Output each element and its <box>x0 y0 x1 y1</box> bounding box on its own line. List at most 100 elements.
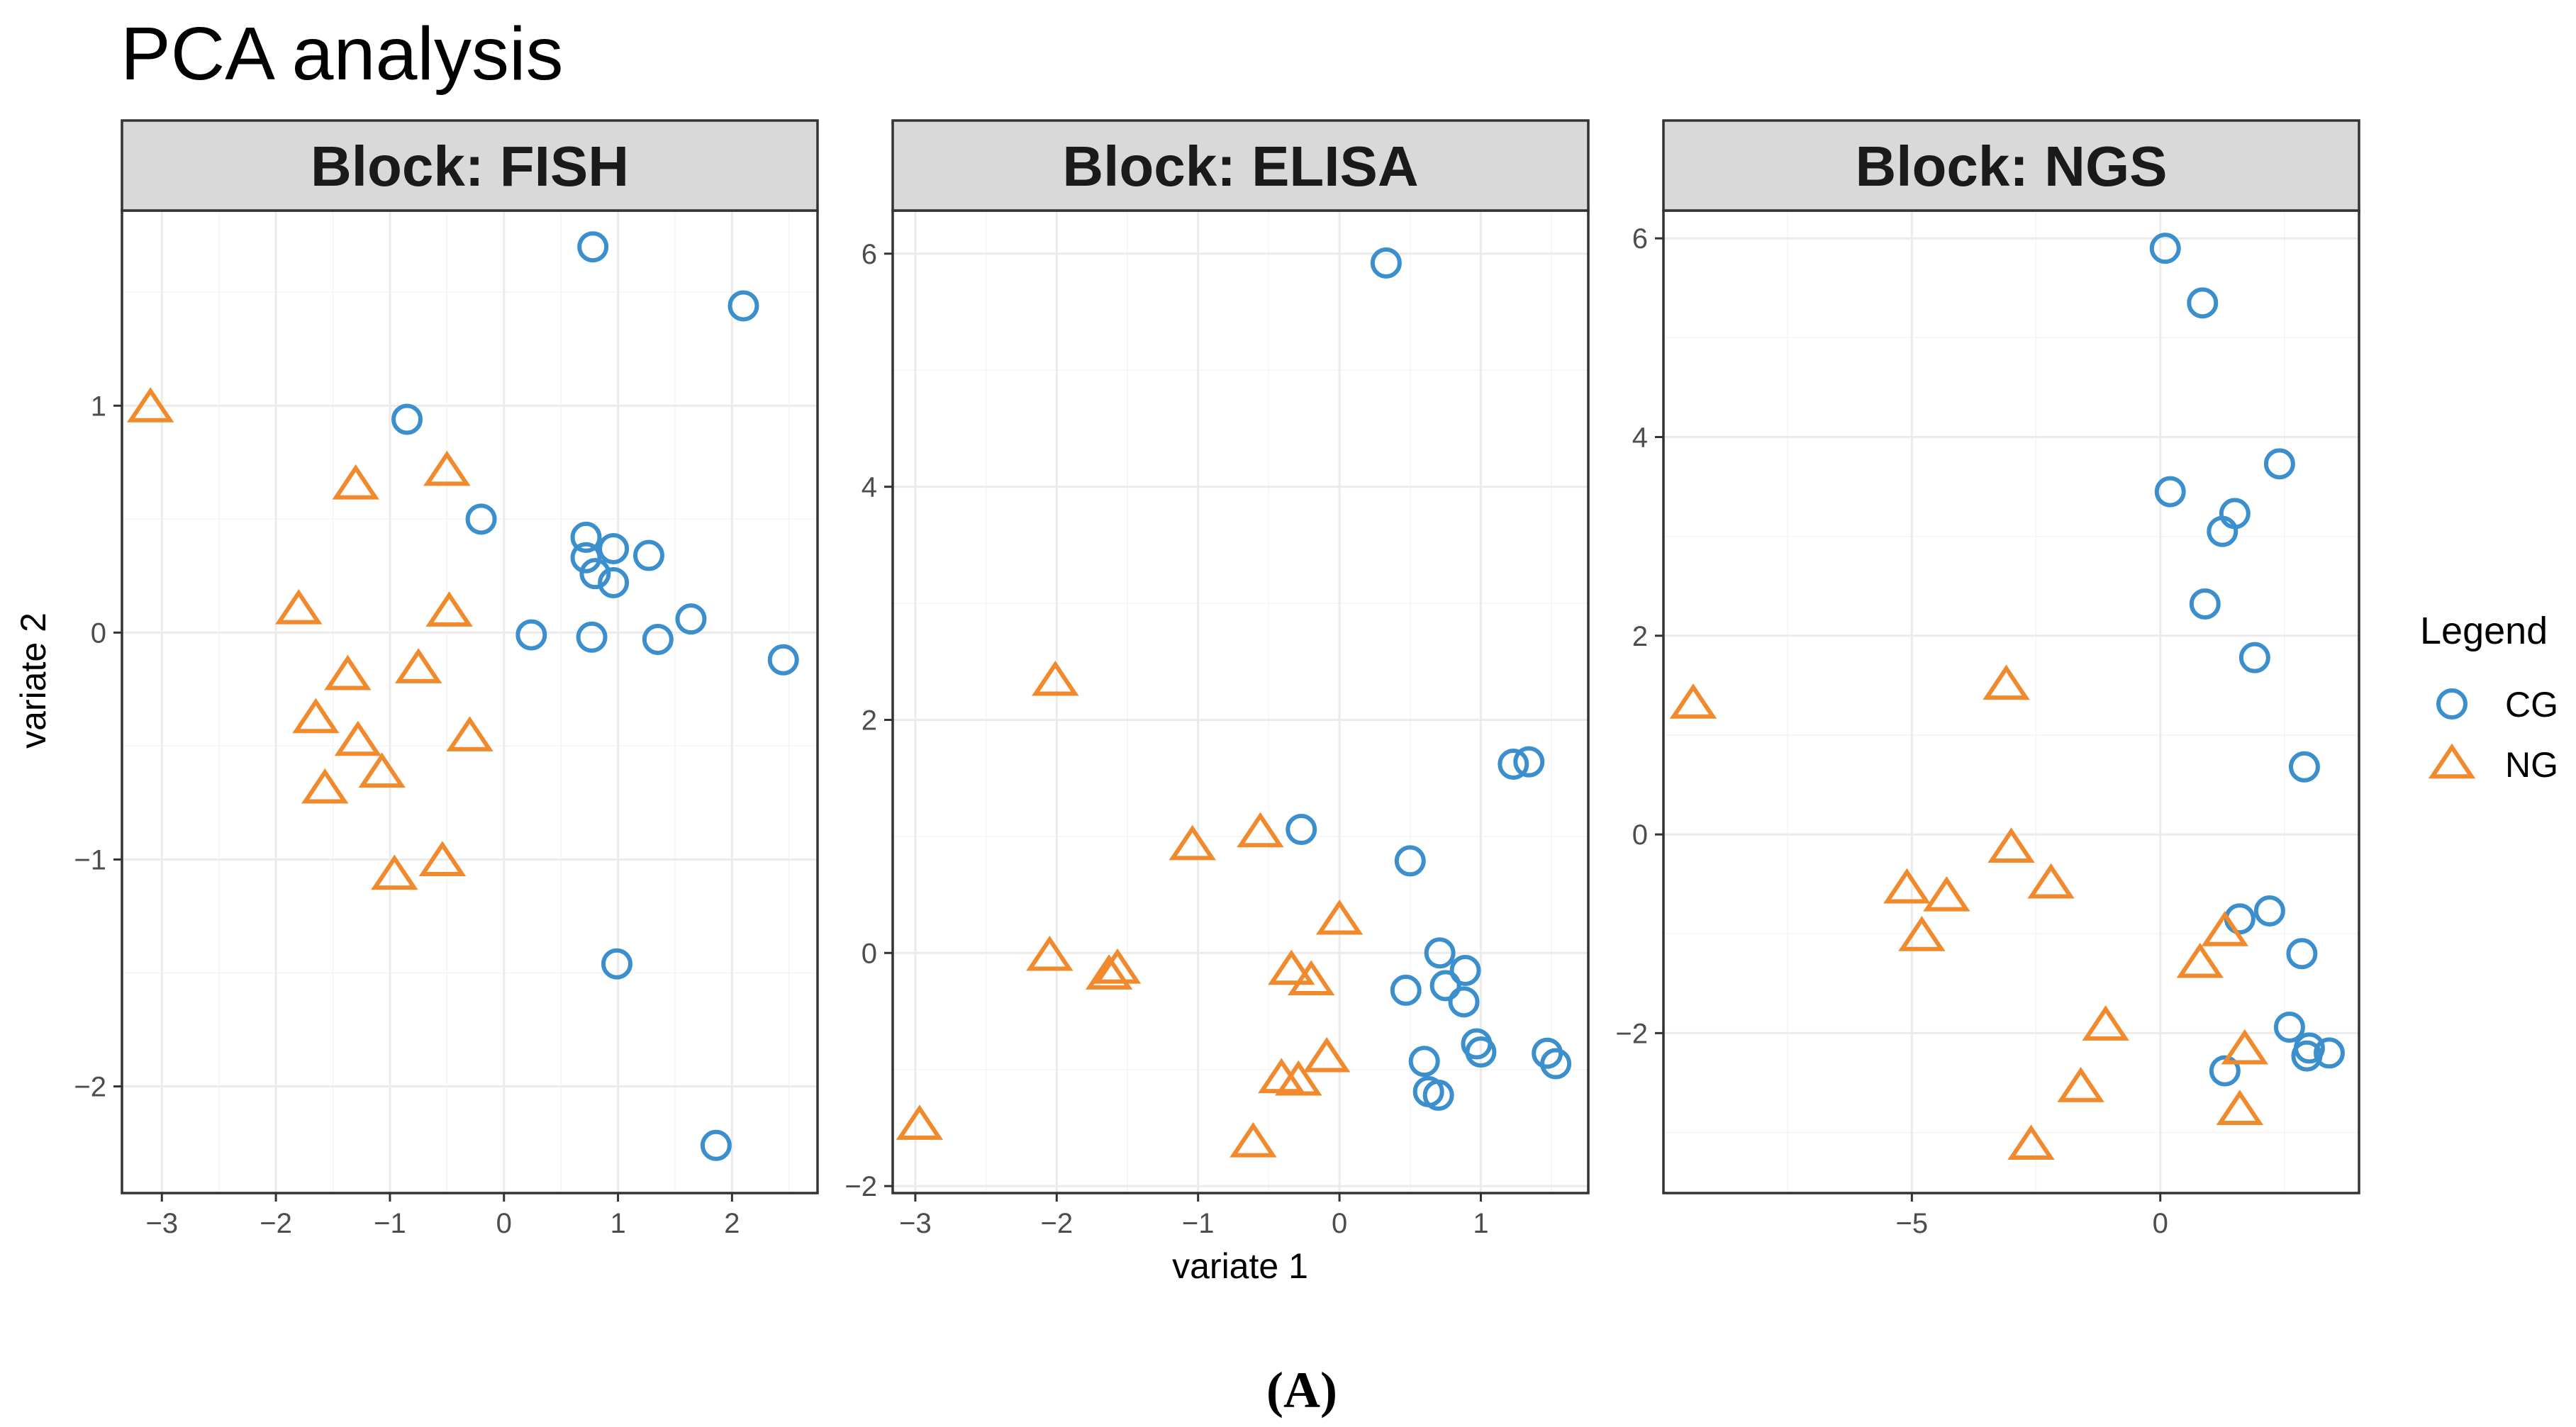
y-tick-label: 2 <box>862 705 877 736</box>
point-cg <box>1449 954 1481 986</box>
point-ng <box>1883 868 1931 904</box>
point-ng <box>1169 824 1216 861</box>
point-ng <box>446 716 494 751</box>
x-tick-label: 1 <box>1473 1208 1488 1239</box>
point-ng <box>334 720 382 756</box>
x-tick-label: −2 <box>1040 1208 1073 1239</box>
point-ng <box>2216 1090 2264 1125</box>
y-tick-label: 4 <box>862 472 877 503</box>
legend-title: Legend <box>2420 610 2548 652</box>
y-tick-label: 0 <box>862 938 877 969</box>
point-ng <box>1287 960 1335 996</box>
point-ng <box>1093 948 1142 984</box>
point-ng <box>371 854 418 890</box>
y-tick-label: −2 <box>844 1171 877 1202</box>
x-tick-label: 1 <box>610 1208 625 1239</box>
point-cg <box>727 290 759 322</box>
facet-strip <box>891 119 1590 212</box>
point-cg <box>767 644 799 676</box>
point-ng <box>1275 1060 1322 1096</box>
point-cg <box>1370 247 1402 279</box>
point-cg <box>2273 1011 2305 1043</box>
point-ng <box>1923 875 1970 912</box>
x-tick-label: −3 <box>145 1208 178 1239</box>
legend-items: CG NG <box>2428 685 2558 785</box>
x-tick-label: −3 <box>899 1208 932 1239</box>
point-ng <box>1669 683 1717 719</box>
point-ng <box>425 591 473 627</box>
point-ng <box>2176 942 2224 978</box>
point-ng <box>423 450 471 486</box>
y-tick-label: 0 <box>91 617 106 649</box>
point-ng <box>332 464 379 500</box>
x-tick-label: 2 <box>724 1208 740 1239</box>
y-tick-label: 2 <box>1632 621 1648 652</box>
point-cg <box>2313 1037 2345 1069</box>
point-cg <box>675 603 707 635</box>
point-cg <box>1448 986 1480 1018</box>
point-cg <box>391 403 423 435</box>
point-cg <box>2288 751 2320 783</box>
point-ng <box>1987 827 2035 863</box>
point-ng <box>1983 664 2030 700</box>
x-tick-label: −5 <box>1896 1208 1929 1239</box>
point-cg <box>1390 974 1422 1006</box>
plot-background <box>893 211 1588 1193</box>
point-ng <box>1032 660 1079 696</box>
point-cg <box>2238 642 2270 673</box>
legend-label-cg: CG <box>2505 685 2558 724</box>
point-ng <box>394 648 442 683</box>
point-cg <box>2286 938 2318 970</box>
point-cg <box>1408 1046 1440 1078</box>
x-tick-label: −1 <box>374 1208 406 1239</box>
legend: Legend CG NG <box>2420 610 2558 785</box>
facet-strip <box>121 119 819 212</box>
y-tick-label: −2 <box>1615 1018 1648 1049</box>
point-cg <box>1465 1036 1497 1068</box>
point-cg <box>2149 233 2181 264</box>
facet-strip-label: Block: NGS <box>1855 135 2167 198</box>
y-axis-label: variate 2 <box>13 612 53 749</box>
point-cg <box>1286 814 1317 846</box>
point-ng <box>275 588 323 625</box>
y-tick-label: 6 <box>1632 223 1648 254</box>
point-cg <box>577 231 609 263</box>
point-cg <box>1422 1079 1454 1111</box>
legend-key-cg <box>2436 688 2468 720</box>
point-cg <box>2189 588 2221 620</box>
point-ng <box>1026 935 1074 971</box>
point-cg <box>1394 845 1426 877</box>
facet-panels: −3 −2 −1 0 1 2 −2 −1 0 1 Block: FISH −3 −2 −1 0 1 −2 0 2 4 6… <box>74 119 2360 1239</box>
point-ng <box>126 387 174 422</box>
point-ng <box>2007 1124 2055 1160</box>
y-tick-label: 1 <box>91 391 106 422</box>
x-tick-label: 0 <box>1332 1208 1347 1239</box>
point-ng <box>1268 949 1315 985</box>
legend-label-ng: NG <box>2505 745 2558 785</box>
panel-block-elisa: −3 −2 −1 0 1 −2 0 2 4 6 Block: ELISA <box>844 119 1590 1239</box>
point-ng <box>1085 954 1133 990</box>
facet-strip <box>1662 119 2360 212</box>
point-cg <box>1498 748 1529 780</box>
panel-block-fish: −3 −2 −1 0 1 2 −2 −1 0 1 Block: FISH <box>74 119 819 1239</box>
x-axis-label: variate 1 <box>1172 1246 1308 1286</box>
point-ng <box>896 1104 944 1140</box>
point-ng <box>1230 1121 1277 1158</box>
point-cg <box>1513 746 1545 778</box>
point-ng <box>2027 863 2075 899</box>
point-cg <box>576 621 608 653</box>
point-cg <box>579 558 611 590</box>
plot-background <box>1663 211 2359 1193</box>
point-ng <box>418 841 467 876</box>
point-cg <box>515 619 547 651</box>
point-ng <box>301 768 349 804</box>
point-cg <box>2154 476 2186 508</box>
point-ng <box>2057 1067 2104 1102</box>
point-cg <box>570 521 602 553</box>
y-tick-label: −1 <box>74 844 106 875</box>
x-tick-label: −1 <box>1182 1208 1215 1239</box>
point-cg <box>632 539 664 571</box>
point-cg <box>598 532 630 564</box>
panel-block-ngs: −5 0 −2 0 2 4 6 Block: NGS <box>1615 119 2360 1239</box>
